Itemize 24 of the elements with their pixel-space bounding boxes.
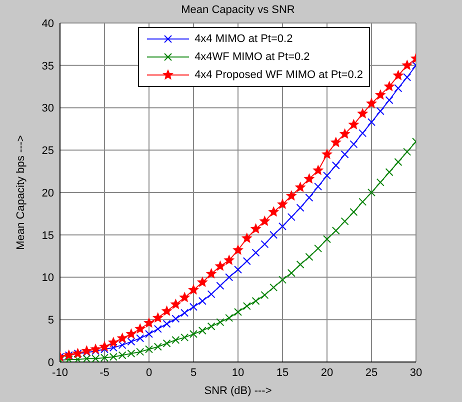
legend-label: 4x4WF MIMO at Pt=0.2 — [194, 51, 310, 63]
x-tick-label: 15 — [276, 366, 289, 379]
x-axis-title: SNR (dB) ---> — [204, 385, 272, 397]
x-tick-label: 5 — [190, 366, 197, 379]
x-tick-label: 0 — [146, 366, 152, 379]
y-tick-label: 35 — [42, 60, 54, 72]
legend-label: 4x4 Proposed WF MIMO at Pt=0.2 — [194, 69, 363, 81]
y-tick-label: 10 — [42, 272, 54, 284]
y-tick-label: 5 — [48, 314, 54, 327]
y-tick-label: 20 — [42, 187, 54, 200]
y-tick-label: 30 — [42, 102, 54, 115]
y-axis-title: Mean Capacity bps ---> — [14, 135, 27, 250]
x-tick-label: 20 — [320, 366, 334, 379]
x-tick-label: -10 — [52, 366, 68, 379]
y-tick-label: 15 — [42, 230, 54, 242]
x-tick-label: 30 — [410, 366, 422, 379]
legend-label: 4x4 MIMO at Pt=0.2 — [194, 33, 293, 45]
y-tick-label: 40 — [42, 18, 54, 30]
x-tick-label: -5 — [100, 366, 110, 379]
y-tick-label: 0 — [48, 356, 54, 369]
x-tick-label: 25 — [365, 366, 378, 379]
y-tick-label: 25 — [42, 145, 54, 158]
x-tick-label: 10 — [232, 366, 244, 379]
chart-title: Mean Capacity vs SNR — [180, 4, 296, 16]
